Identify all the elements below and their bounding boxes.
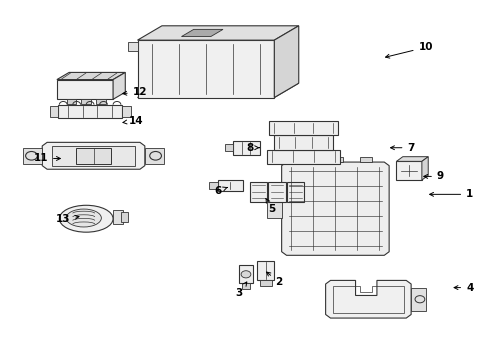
Polygon shape: [257, 261, 274, 280]
Polygon shape: [209, 182, 218, 189]
Polygon shape: [411, 288, 426, 311]
Polygon shape: [242, 283, 250, 289]
Polygon shape: [96, 99, 106, 104]
Polygon shape: [76, 148, 111, 164]
Polygon shape: [57, 72, 125, 80]
Text: 1: 1: [430, 189, 473, 199]
Polygon shape: [128, 42, 138, 51]
Polygon shape: [267, 149, 340, 164]
Text: 7: 7: [391, 143, 415, 153]
Polygon shape: [113, 210, 123, 224]
Polygon shape: [287, 182, 304, 202]
Polygon shape: [274, 26, 299, 98]
Polygon shape: [396, 161, 422, 180]
Polygon shape: [274, 135, 333, 149]
Polygon shape: [42, 142, 145, 169]
Polygon shape: [239, 265, 253, 283]
Polygon shape: [23, 148, 42, 164]
Polygon shape: [360, 157, 372, 162]
Polygon shape: [57, 80, 113, 99]
Polygon shape: [282, 162, 389, 255]
Text: 4: 4: [454, 283, 473, 293]
Polygon shape: [267, 199, 282, 218]
Polygon shape: [52, 146, 135, 166]
Text: 11: 11: [33, 153, 60, 163]
Ellipse shape: [66, 209, 101, 227]
Polygon shape: [122, 212, 128, 222]
Polygon shape: [331, 157, 343, 162]
Text: 12: 12: [123, 87, 147, 97]
Polygon shape: [145, 148, 164, 164]
Text: 9: 9: [424, 171, 444, 181]
Circle shape: [241, 271, 251, 278]
Text: 14: 14: [123, 116, 144, 126]
Polygon shape: [301, 157, 314, 162]
Polygon shape: [326, 280, 411, 318]
Polygon shape: [122, 107, 131, 117]
Text: 2: 2: [267, 272, 283, 287]
Polygon shape: [138, 83, 299, 98]
Polygon shape: [269, 182, 286, 202]
Text: 6: 6: [215, 186, 227, 196]
Text: 8: 8: [246, 143, 259, 153]
Polygon shape: [422, 157, 428, 180]
Text: 3: 3: [235, 282, 247, 298]
Polygon shape: [233, 140, 260, 155]
Polygon shape: [218, 180, 243, 191]
Polygon shape: [138, 40, 274, 98]
Polygon shape: [81, 99, 91, 104]
Text: 13: 13: [56, 215, 79, 224]
Polygon shape: [58, 105, 122, 118]
Polygon shape: [67, 99, 76, 104]
Polygon shape: [113, 72, 125, 99]
Text: 5: 5: [266, 198, 275, 214]
Ellipse shape: [59, 205, 113, 232]
Polygon shape: [49, 107, 58, 117]
Text: 10: 10: [386, 42, 433, 58]
Polygon shape: [250, 182, 267, 202]
Polygon shape: [138, 26, 299, 40]
Polygon shape: [396, 157, 428, 161]
Polygon shape: [260, 280, 272, 286]
Polygon shape: [181, 30, 223, 37]
Polygon shape: [225, 144, 233, 151]
Polygon shape: [270, 121, 338, 135]
